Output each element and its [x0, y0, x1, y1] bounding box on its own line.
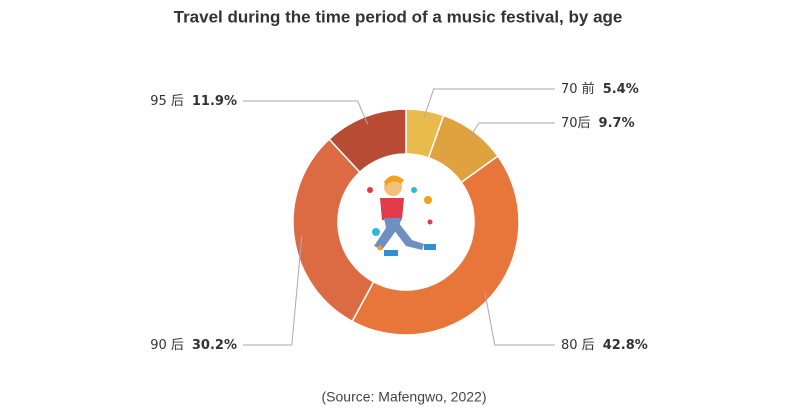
- slice-label: 70后 9.7%: [561, 116, 635, 131]
- category-label: 80 后: [561, 338, 595, 353]
- leader-line: [243, 235, 303, 346]
- leader-line: [484, 291, 555, 346]
- donut-slice: [351, 155, 520, 336]
- category-label: 90 后: [150, 338, 184, 353]
- category-label: 70后: [561, 116, 591, 131]
- chart-title: Travel during the time period of a music…: [174, 7, 623, 26]
- labels: 70 前 5.4% 70后 9.7% 80 后 42.8% 90 后 30.2% 95 后 11.…: [150, 81, 648, 353]
- value-label: 11.9%: [192, 94, 237, 109]
- donut-slice: [292, 138, 375, 323]
- leader-line: [468, 122, 555, 139]
- value-label: 42.8%: [603, 338, 648, 353]
- source-note: (Source: Mafengwo, 2022): [322, 389, 487, 405]
- slice-label: 70 前 5.4%: [561, 81, 639, 97]
- category-label: 95 后: [150, 94, 184, 109]
- illustration: [340, 156, 472, 288]
- slice-label: 95 后 11.9%: [150, 94, 237, 109]
- value-label: 30.2%: [192, 338, 237, 353]
- value-label: 9.7%: [599, 116, 635, 131]
- leader-line: [243, 100, 369, 125]
- donut: [292, 108, 520, 336]
- category-label: 70 前: [561, 81, 595, 97]
- donut-slice: [328, 108, 407, 174]
- slice-label: 90 后 30.2%: [150, 338, 237, 353]
- value-label: 5.4%: [603, 82, 639, 97]
- slice-label: 80 后 42.8%: [561, 338, 648, 353]
- leader-line: [423, 88, 555, 119]
